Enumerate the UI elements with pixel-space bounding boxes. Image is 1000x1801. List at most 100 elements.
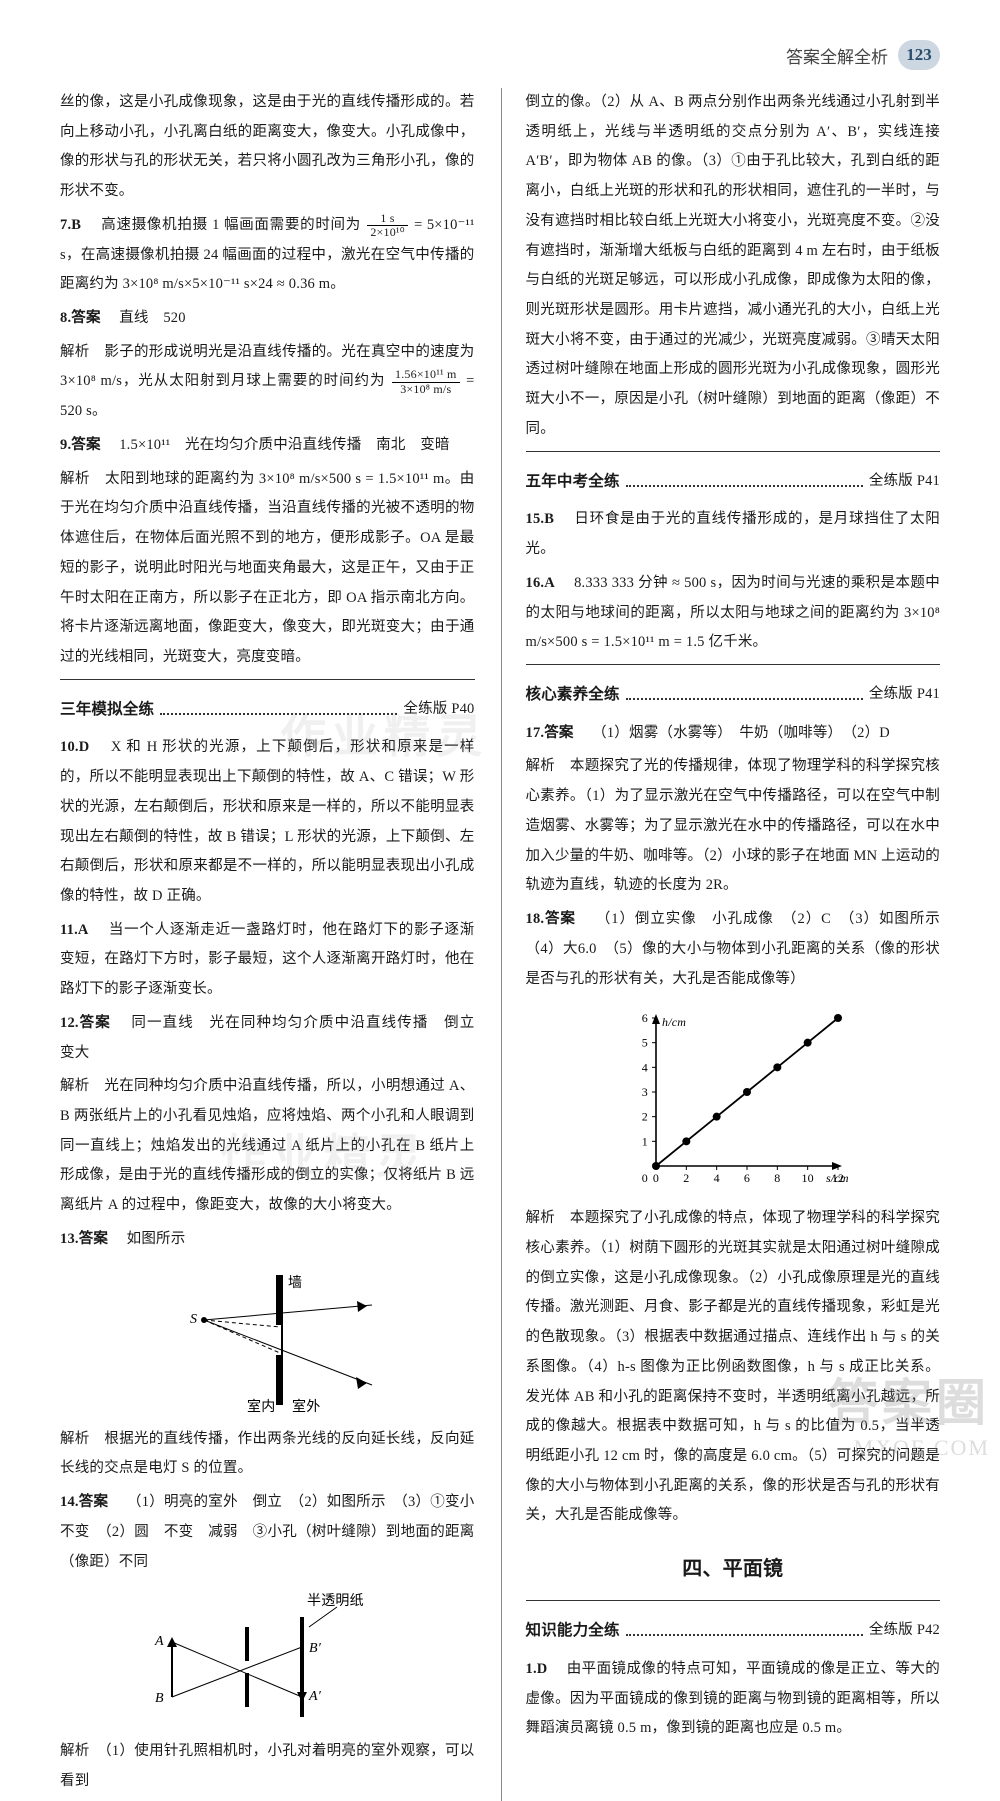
- q7-frac-den: 2×10¹⁰: [367, 226, 407, 239]
- divider: [60, 679, 475, 680]
- svg-text:s/cm: s/cm: [826, 1171, 848, 1185]
- q14-paper-label: 半透明纸: [307, 1593, 364, 1609]
- r-q1-body: 由平面镜成像的特点可知，平面镜成的像是正立、等大的虚像。因为平面镜成的像到镜的距…: [526, 1661, 941, 1736]
- q11-num: 11.A: [60, 922, 89, 938]
- q14-svg: 半透明纸 A B: [137, 1587, 397, 1727]
- q13-figure: 墙 S 室内 室外: [60, 1265, 475, 1415]
- left-column: 丝的像，这是小孔成像现象，这是由于光的直线传播形成的。若向上移动小孔，小孔离白纸…: [60, 88, 475, 1801]
- svg-text:8: 8: [774, 1171, 780, 1185]
- q13-num: 13.答案: [60, 1231, 108, 1247]
- q14-figure: 半透明纸 A B: [60, 1587, 475, 1727]
- svg-text:5: 5: [642, 1036, 648, 1050]
- q14-ans: （1）明亮的室外 倒立 （2）如图所示 （3）①变小 不变 （2）圆 不变 减弱…: [60, 1494, 489, 1569]
- header-title: 答案全解全析: [786, 43, 888, 68]
- q15-num: 15.B: [526, 511, 555, 527]
- q8-num: 8.答案: [60, 310, 101, 326]
- q17-body: 解析 本题探究了光的传播规律，体现了物理学科的科学探究核心素养。（1）为了显示激…: [526, 752, 941, 901]
- q18-body: 解析 本题探究了小孔成像的特点，体现了物理学科的科学探究核心素养。（1）树荫下圆…: [526, 1204, 941, 1531]
- section-5yr-title: 五年中考全练: [526, 466, 620, 498]
- section-5yr: 五年中考全练 全练版 P41: [526, 466, 941, 498]
- q9-ans-line: 9.答案 1.5×10¹¹ 光在均匀介质中沿直线传播 南北 变暗: [60, 431, 475, 461]
- q13-ans-line: 13.答案 如图所示: [60, 1225, 475, 1255]
- svg-text:6: 6: [642, 1011, 648, 1025]
- q14-num: 14.答案: [60, 1494, 108, 1510]
- dots-filler: [626, 476, 863, 487]
- divider: [526, 664, 941, 665]
- dots-filler: [626, 689, 863, 700]
- divider: [526, 1600, 941, 1601]
- right-column: 倒立的像。（2）从 A、B 两点分别作出两条光线通过小孔射到半透明纸上，光线与半…: [501, 88, 941, 1801]
- section-knowledge-page: 全练版 P42: [869, 1616, 940, 1646]
- q7-num: 7.B: [60, 217, 81, 233]
- q12-body: 解析 光在同种均匀介质中沿直线传播，所以，小明想通过 A、B 两张纸片上的小孔看…: [60, 1072, 475, 1221]
- section-5yr-page: 全练版 P41: [869, 467, 940, 497]
- page-root: 答案全解全析 123 丝的像，这是小孔成像现象，这是由于光的直线传播形成的。若向…: [0, 0, 1000, 1471]
- q14-ans-line: 14.答案 （1）明亮的室外 倒立 （2）如图所示 （3）①变小 不变 （2）圆…: [60, 1488, 475, 1577]
- q17-num: 17.答案: [526, 725, 574, 741]
- q18-num: 18.答案: [526, 911, 576, 927]
- q8-frac-den: 3×10⁸ m/s: [392, 383, 460, 396]
- q8-body: 解析 影子的形成说明光是沿直线传播的。光在真空中的速度为 3×10⁸ m/s，光…: [60, 338, 475, 427]
- q18-ans-line: 18.答案 （1）倒立实像 小孔成像 （2）C （3）如图所示 （4）大6.0 …: [526, 905, 941, 994]
- q8-ans-line: 8.答案 直线 520: [60, 304, 475, 334]
- q18-chart: 0246810121234560h/cms/cm: [618, 1004, 848, 1194]
- page-header: 答案全解全析 123: [60, 40, 940, 70]
- q13-s-label: S: [190, 1312, 197, 1327]
- q12-num: 12.答案: [60, 1015, 111, 1031]
- q9-num: 9.答案: [60, 437, 101, 453]
- q16: 16.A 8.333 333 分钟 ≈ 500 s，因为时间与光速的乘积是本题中…: [526, 569, 941, 658]
- q8-frac-num: 1.56×10¹¹ m: [392, 368, 460, 382]
- q10: 10.D X 和 H 形状的光源，上下颠倒后，形状和原来是一样的，所以不能明显表…: [60, 733, 475, 911]
- q15: 15.B 日环食是由于光的直线传播形成的，是月球挡住了太阳光。: [526, 505, 941, 564]
- q15-body: 日环食是由于光的直线传播形成的，是月球挡住了太阳光。: [526, 511, 941, 557]
- q16-body: 8.333 333 分钟 ≈ 500 s，因为时间与光速的乘积是本题中的太阳与地…: [526, 575, 941, 650]
- q7-frac-num: 1 s: [367, 212, 407, 226]
- q13-ans: 如图所示: [127, 1231, 186, 1247]
- q18-ans: （1）倒立实像 小孔成像 （2）C （3）如图所示 （4）大6.0 （5）像的大…: [526, 911, 955, 986]
- section-core-page: 全练版 P41: [869, 680, 940, 710]
- q7: 7.B 高速摄像机拍摄 1 幅画面需要的时间为 1 s 2×10¹⁰ = 5×1…: [60, 211, 475, 300]
- svg-text:h/cm: h/cm: [662, 1015, 686, 1029]
- content-columns: 丝的像，这是小孔成像现象，这是由于光的直线传播形成的。若向上移动小孔，小孔离白纸…: [60, 88, 940, 1801]
- svg-text:3: 3: [642, 1085, 648, 1099]
- section-core: 核心素养全练 全练版 P41: [526, 679, 941, 711]
- q13-outdoor: 室外: [292, 1398, 320, 1415]
- section-3yr: 三年模拟全练 全练版 P40: [60, 694, 475, 726]
- page-number-badge: 123: [898, 40, 940, 70]
- q14-Bp: B′: [309, 1641, 322, 1656]
- svg-text:2: 2: [642, 1110, 648, 1124]
- section-core-title: 核心素养全练: [526, 679, 620, 711]
- q12-ans-line: 12.答案 同一直线 光在同种均匀介质中沿直线传播 倒立 变大: [60, 1009, 475, 1068]
- section-3yr-page: 全练版 P40: [403, 695, 474, 725]
- q18-chart-wrapper: 0246810121234560h/cms/cm: [526, 1004, 941, 1194]
- q13-indoor: 室内: [247, 1398, 275, 1415]
- q10-num: 10.D: [60, 739, 89, 755]
- section-3yr-title: 三年模拟全练: [60, 694, 154, 726]
- q11-body: 当一个人逐渐走近一盏路灯时，他在路灯下的影子逐渐变短，在路灯下方时，影子最短，这…: [60, 922, 475, 997]
- q14-body: 解析 （1）使用针孔照相机时，小孔对着明亮的室外观察，可以看到: [60, 1737, 475, 1796]
- q8-ans: 直线 520: [119, 310, 185, 326]
- dots-filler: [160, 704, 397, 715]
- svg-text:2: 2: [683, 1171, 689, 1185]
- intro-continuation: 丝的像，这是小孔成像现象，这是由于光的直线传播形成的。若向上移动小孔，小孔离白纸…: [60, 88, 475, 207]
- svg-text:4: 4: [642, 1061, 648, 1075]
- svg-text:1: 1: [642, 1135, 648, 1149]
- q16-num: 16.A: [526, 575, 555, 591]
- q9-ans: 1.5×10¹¹ 光在均匀介质中沿直线传播 南北 变暗: [119, 437, 449, 453]
- q17-ans-line: 17.答案 （1）烟雾（水雾等） 牛奶（咖啡等） （2）D: [526, 719, 941, 749]
- divider: [526, 451, 941, 452]
- q7-frac: 1 s 2×10¹⁰: [367, 212, 407, 239]
- q9-body: 解析 太阳到地球的距离约为 3×10⁸ m/s×500 s = 1.5×10¹¹…: [60, 465, 475, 673]
- q17-ans: （1）烟雾（水雾等） 牛奶（咖啡等） （2）D: [592, 725, 890, 741]
- section-knowledge-title: 知识能力全练: [526, 1615, 620, 1647]
- svg-text:4: 4: [713, 1171, 719, 1185]
- r-q1: 1.D 由平面镜成像的特点可知，平面镜成的像是正立、等大的虚像。因为平面镜成的像…: [526, 1655, 941, 1744]
- svg-text:10: 10: [801, 1171, 813, 1185]
- q10-body: X 和 H 形状的光源，上下颠倒后，形状和原来是一样的，所以不能明显表现出上下颠…: [60, 739, 475, 904]
- svg-text:0: 0: [653, 1171, 659, 1185]
- q13-body: 解析 根据光的直线传播，作出两条光线的反向延长线，反向延长线的交点是电灯 S 的…: [60, 1425, 475, 1484]
- section-knowledge: 知识能力全练 全练版 P42: [526, 1615, 941, 1647]
- right-continuation: 倒立的像。（2）从 A、B 两点分别作出两条光线通过小孔射到半透明纸上，光线与半…: [526, 88, 941, 445]
- q14-Ap: A′: [308, 1689, 322, 1704]
- svg-text:0: 0: [642, 1171, 648, 1185]
